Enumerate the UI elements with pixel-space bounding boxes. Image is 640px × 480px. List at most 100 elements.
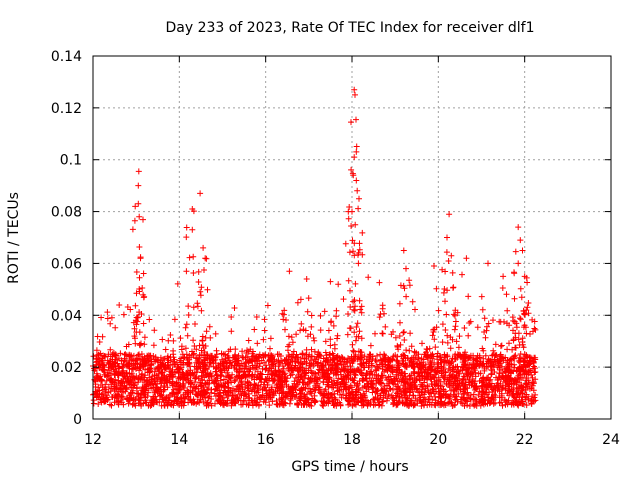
data-point [231,305,238,311]
data-point [345,376,352,383]
data-point [330,322,337,329]
data-point [313,356,319,363]
data-point [396,300,403,307]
data-point [506,360,513,367]
x-axis-label: GPS time / hours [291,459,408,475]
data-point [435,307,442,314]
data-point [351,297,358,304]
data-point [437,354,444,361]
data-point [353,143,360,150]
data-point [311,399,318,406]
data-point [440,364,447,371]
data-point [455,383,462,390]
data-point [113,368,120,375]
data-point [481,315,488,322]
data-point [259,386,266,393]
data-point [166,394,173,400]
data-point [313,374,320,381]
data-point [202,255,209,262]
data-point [353,324,360,330]
data-point [156,368,163,375]
data-point [504,365,511,372]
data-point [320,403,327,409]
data-point [461,325,468,331]
data-point [164,384,171,391]
data-point [355,260,362,267]
data-point [132,302,139,309]
data-point [150,393,157,400]
data-point [440,289,447,296]
data-point [348,119,354,126]
data-point [206,371,213,378]
data-point [394,344,401,350]
data-point [194,300,201,307]
data-point [161,402,168,409]
data-point [160,356,167,363]
data-point [278,368,285,375]
data-point [364,370,371,376]
data-point [284,361,291,368]
data-point [137,342,144,349]
data-point [472,385,479,392]
data-point [377,351,384,358]
data-point [200,391,207,398]
data-point [447,371,454,378]
data-point [276,374,283,381]
y-tick-labels: 0 0.02 0.04 0.06 0.08 0.1 0.12 0.14 [51,49,82,428]
data-point [262,362,269,369]
data-point [345,369,352,376]
data-point [520,358,527,365]
data-point [257,371,264,378]
data-point [256,363,263,370]
data-point [255,389,262,396]
data-point [113,384,120,391]
data-point [406,347,413,354]
data-point [108,370,114,377]
data-point [221,376,227,383]
data-point [293,351,300,358]
data-point [186,254,193,261]
data-point [270,389,277,396]
data-point [135,314,141,320]
data-point [180,391,187,398]
data-point [308,388,314,395]
data-point [420,356,427,363]
x-tick-label: 14 [170,432,188,448]
data-point [528,398,534,405]
data-point [353,333,360,340]
data-point [382,374,389,381]
data-point [261,316,268,323]
data-point [331,390,338,397]
data-point [522,368,529,375]
data-point [200,352,207,359]
data-point [496,358,503,365]
data-point [118,399,125,406]
data-point [187,377,194,384]
data-point [426,345,433,352]
data-point [265,377,272,384]
data-point [421,369,428,376]
data-point [214,372,221,379]
data-point [185,388,192,395]
data-point [467,396,474,403]
data-point [439,321,446,328]
data-point [370,395,377,402]
data-point [308,353,315,360]
data-point [352,352,359,358]
data-point [376,279,383,286]
data-point [460,388,467,395]
data-point [133,269,140,275]
data-point [472,373,479,380]
data-point [347,325,354,332]
data-point [225,393,232,400]
data-point [293,331,300,338]
y-tick-label: 0.02 [51,360,82,376]
data-point [389,396,396,402]
data-point [351,307,358,314]
data-point [131,217,138,224]
data-point [304,396,311,403]
data-point [506,322,513,329]
data-point [311,348,318,355]
data-point [369,372,376,378]
data-point [234,368,241,375]
